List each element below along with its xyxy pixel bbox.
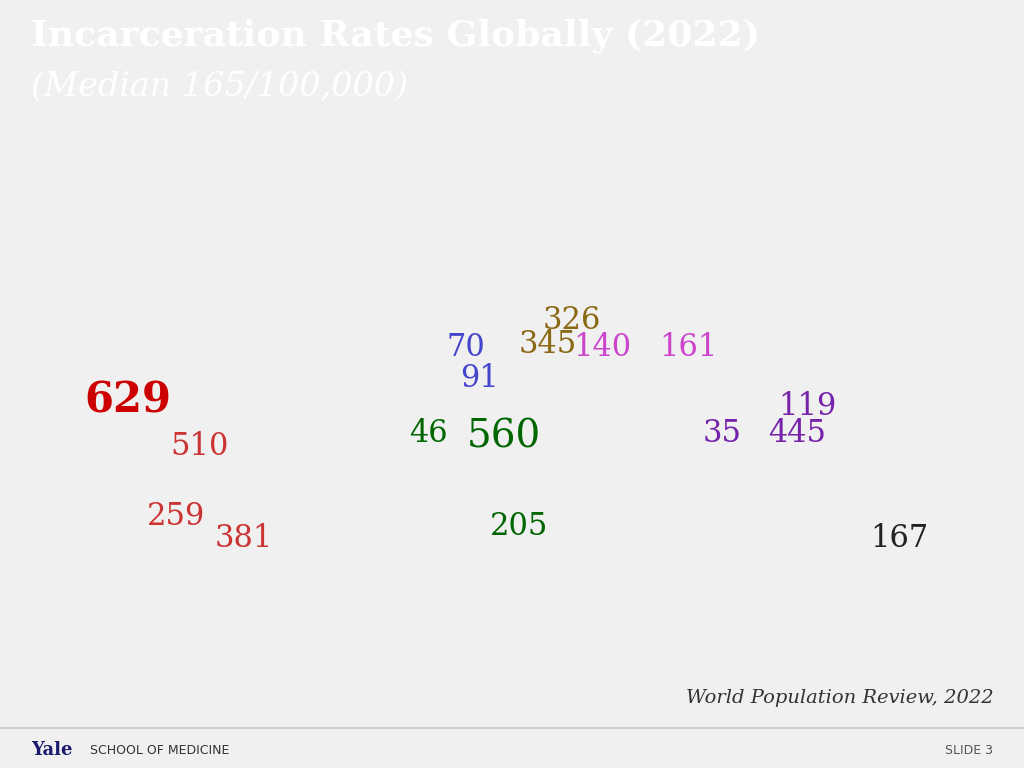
Text: SCHOOL OF MEDICINE: SCHOOL OF MEDICINE — [90, 743, 229, 756]
Text: SLIDE 3: SLIDE 3 — [945, 743, 993, 756]
Text: 167: 167 — [870, 523, 928, 554]
Text: Yale: Yale — [31, 741, 79, 760]
Text: World Population Review, 2022: World Population Review, 2022 — [686, 690, 993, 707]
Text: 35: 35 — [702, 419, 741, 449]
Text: 70: 70 — [446, 333, 485, 363]
Text: 326: 326 — [542, 305, 601, 336]
Text: 259: 259 — [147, 502, 205, 532]
Text: 345: 345 — [519, 329, 577, 360]
Text: 510: 510 — [170, 431, 229, 462]
Text: Incarceration Rates Globally (2022): Incarceration Rates Globally (2022) — [31, 18, 760, 53]
Text: 629: 629 — [85, 379, 171, 421]
Text: 205: 205 — [489, 511, 549, 541]
Text: 161: 161 — [658, 333, 718, 363]
Text: 91: 91 — [460, 363, 499, 394]
Text: 46: 46 — [409, 419, 447, 449]
Text: 560: 560 — [467, 419, 541, 455]
Text: 381: 381 — [214, 523, 273, 554]
Text: (Median 165/100,000): (Median 165/100,000) — [31, 71, 408, 103]
Text: 140: 140 — [573, 333, 631, 363]
Text: 119: 119 — [778, 391, 836, 422]
Text: 445: 445 — [768, 419, 825, 449]
